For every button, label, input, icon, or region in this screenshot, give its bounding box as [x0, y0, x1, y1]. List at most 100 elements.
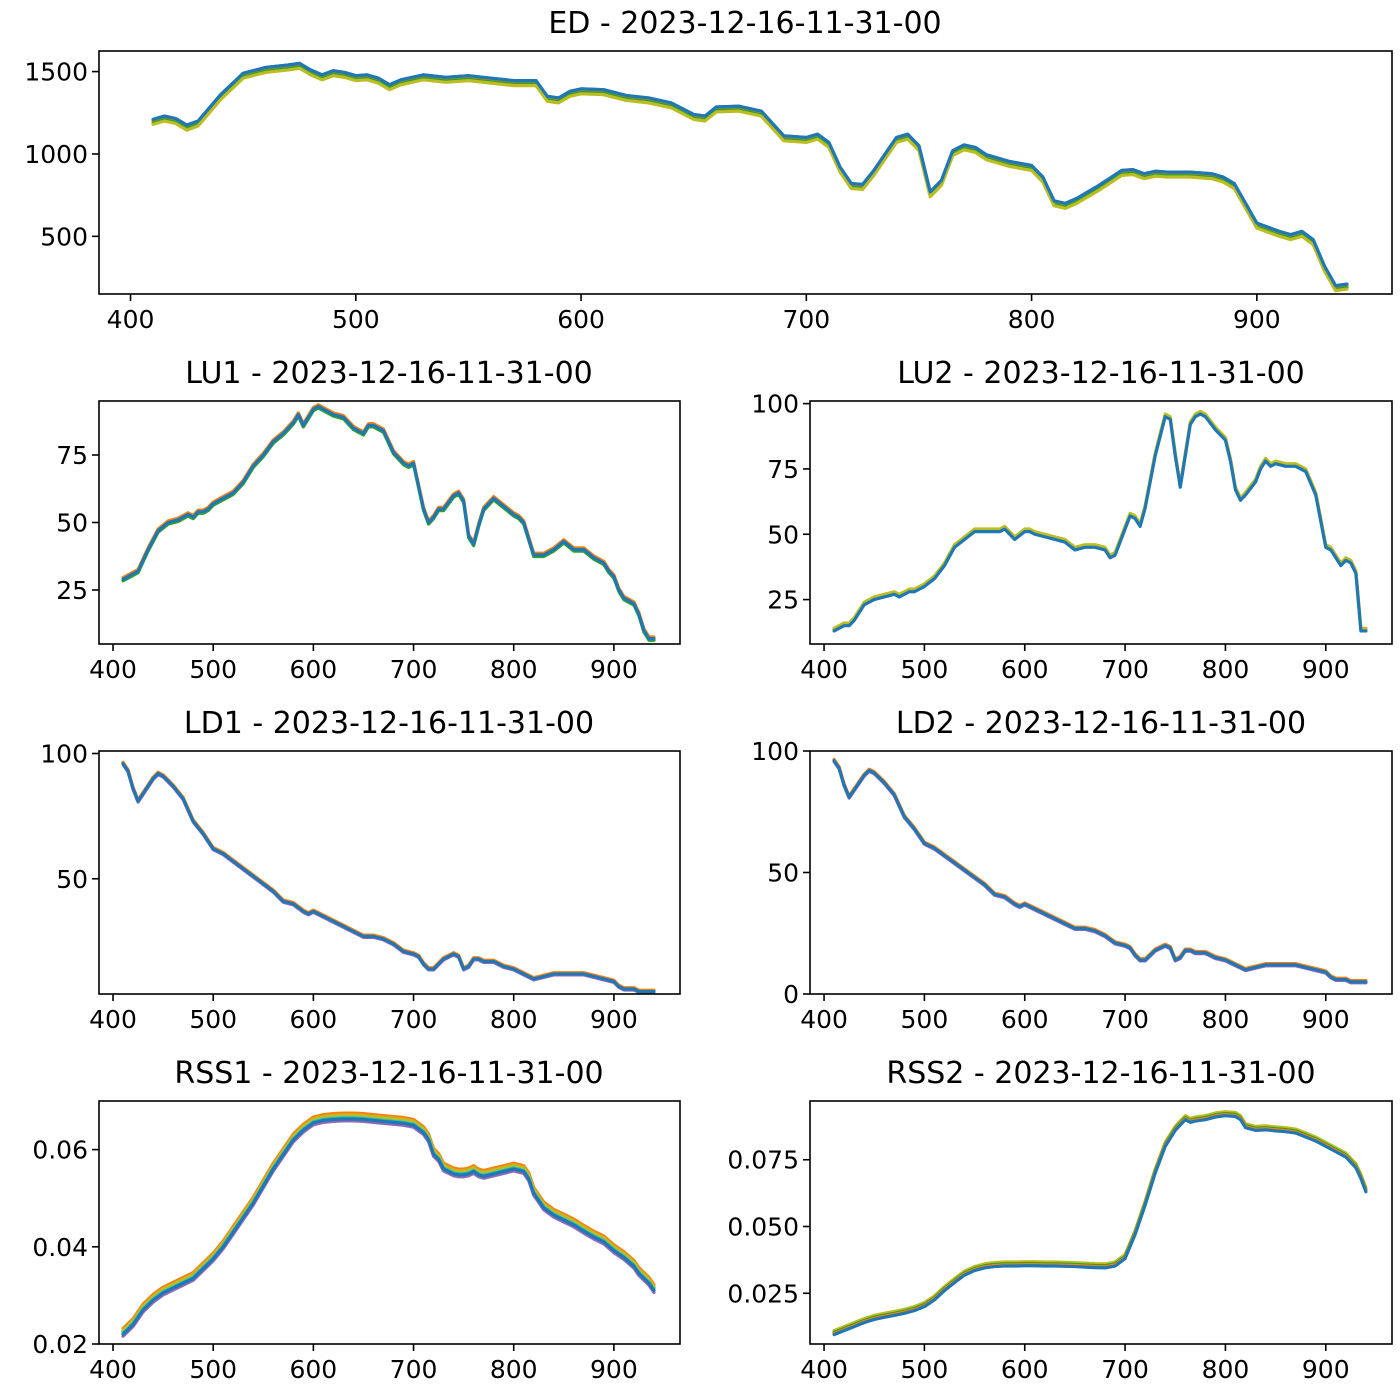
ed-ytick-label-1: 1000: [24, 140, 88, 169]
ld1-xtick-label-4: 800: [490, 1005, 538, 1034]
rss2-series-line-3: [832, 1114, 1368, 1337]
lu2-xtick-label-0: 400: [800, 655, 848, 684]
rss1-series-group: [121, 1111, 656, 1338]
rss2-xtick-label-2: 600: [1001, 1355, 1049, 1384]
rss2-axes-frame: [809, 1100, 1393, 1345]
lu1-xtick-label-0: 400: [89, 655, 137, 684]
ld2-xtick-label-5: 900: [1302, 1005, 1350, 1034]
lu2-series-line-2: [832, 412, 1368, 633]
rss1-xtick-label-2: 600: [290, 1355, 338, 1384]
lu2-series-line-1: [832, 409, 1368, 630]
panel-rss2: RSS2 - 2023-12-16-11-31-00 400 500 600 700 8…: [727, 1056, 1393, 1384]
ld2-xtick-label-1: 500: [901, 1005, 949, 1034]
ed-xtick-label-2: 600: [557, 305, 605, 334]
rss2-ytick-label-0: 0.025: [727, 1279, 799, 1308]
rss1-series-line-2: [121, 1113, 656, 1332]
panel-ld2: LD2 - 2023-12-16-11-31-00 400 500 600 700 80…: [751, 706, 1393, 1034]
ed-xtick-label-3: 700: [782, 305, 830, 334]
ld2-ytick-label-1: 50: [767, 859, 799, 888]
rss2-xtick-label-1: 500: [901, 1355, 949, 1384]
rss1-xtick-label-1: 500: [189, 1355, 237, 1384]
panel-ld1-title: LD1 - 2023-12-16-11-31-00: [184, 706, 594, 741]
ld2-xtick-label-3: 700: [1101, 1005, 1149, 1034]
lu2-ytick-label-3: 100: [751, 390, 799, 419]
lu2-xtick-label-2: 600: [1001, 655, 1049, 684]
rss1-axes-frame: [98, 1100, 681, 1345]
rss1-ytick-label-0: 0.02: [32, 1330, 88, 1359]
lu2-xtick-label-5: 900: [1302, 655, 1350, 684]
rss1-xtick-label-3: 700: [390, 1355, 438, 1384]
ld1-xtick-label-2: 600: [290, 1005, 338, 1034]
panel-lu1-title: LU1 - 2023-12-16-11-31-00: [185, 356, 593, 391]
rss2-xtick-label-5: 900: [1302, 1355, 1350, 1384]
ld1-series-line-2: [121, 761, 656, 994]
rss2-xtick-label-0: 400: [800, 1355, 848, 1384]
ed-ytick-label-0: 500: [40, 222, 88, 251]
lu2-ytick-label-1: 50: [767, 520, 799, 549]
ld1-xtick-label-5: 900: [590, 1005, 638, 1034]
ld2-xtick-label-2: 600: [1001, 1005, 1049, 1034]
ld2-xtick-label-4: 800: [1202, 1005, 1250, 1034]
panel-ld2-title: LD2 - 2023-12-16-11-31-00: [896, 706, 1306, 741]
lu1-xtick-label-2: 600: [290, 655, 338, 684]
lu1-ytick-label-0: 25: [56, 576, 88, 605]
ld1-xtick-label-1: 500: [189, 1005, 237, 1034]
lu1-xtick-label-3: 700: [390, 655, 438, 684]
lu1-xtick-label-1: 500: [189, 655, 237, 684]
ld1-axes-frame: [98, 750, 681, 995]
ed-xtick-label-4: 800: [1008, 305, 1056, 334]
ed-xtick-label-0: 400: [107, 305, 155, 334]
rss2-ytick-label-2: 0.075: [727, 1146, 799, 1175]
rss1-ytick-label-2: 0.06: [32, 1136, 88, 1165]
rss1-xtick-label-5: 900: [590, 1355, 638, 1384]
rss1-xtick-label-4: 800: [490, 1355, 538, 1384]
lu2-ytick-label-2: 75: [767, 455, 799, 484]
lu1-xtick-label-4: 800: [490, 655, 538, 684]
lu2-ytick-label-0: 25: [767, 586, 799, 615]
ld1-ytick-label-0: 50: [56, 865, 88, 894]
ld2-series-line-2: [832, 759, 1368, 984]
ed-axes-frame: [98, 50, 1393, 295]
ld2-xtick-label-0: 400: [800, 1005, 848, 1034]
ed-xtick-label-1: 500: [332, 305, 380, 334]
rss1-xtick-label-0: 400: [89, 1355, 137, 1384]
rss2-xtick-label-4: 800: [1202, 1355, 1250, 1384]
lu1-ytick-label-1: 50: [56, 509, 88, 538]
lu2-series-group: [832, 409, 1368, 633]
ld1-xtick-label-0: 400: [89, 1005, 137, 1034]
ld2-ytick-label-2: 100: [751, 737, 799, 766]
panel-lu2: LU2 - 2023-12-16-11-31-00 400 500 600 700 80…: [751, 356, 1393, 684]
panel-rss2-title: RSS2 - 2023-12-16-11-31-00: [886, 1056, 1315, 1091]
rss1-series-line-5: [121, 1117, 656, 1336]
ld2-series-group: [832, 757, 1368, 985]
lu2-axes-frame: [809, 400, 1393, 645]
panel-ed: ED - 2023-12-16-11-31-00 400 500 600 700 800…: [24, 6, 1393, 334]
lu1-series-group: [121, 403, 656, 642]
lu1-series-line-2: [121, 404, 656, 641]
panel-ld1: LD1 - 2023-12-16-11-31-00 400 500 600 700 80…: [40, 706, 681, 1034]
ld1-series-group: [121, 760, 656, 994]
panel-ed-title: ED - 2023-12-16-11-31-00: [548, 6, 941, 41]
lu2-xtick-label-4: 800: [1202, 655, 1250, 684]
panel-rss1: RSS1 - 2023-12-16-11-31-00 400 500 600 700 8…: [32, 1056, 681, 1384]
ed-series-group: [151, 61, 1349, 293]
rss2-ytick-label-1: 0.050: [727, 1213, 799, 1242]
rss2-xtick-label-3: 700: [1101, 1355, 1149, 1384]
panel-rss1-title: RSS1 - 2023-12-16-11-31-00: [174, 1056, 603, 1091]
panel-lu2-title: LU2 - 2023-12-16-11-31-00: [897, 356, 1305, 391]
ld1-xtick-label-3: 700: [390, 1005, 438, 1034]
panel-lu1: LU1 - 2023-12-16-11-31-00 400 500 600 700 80…: [56, 356, 681, 684]
ld1-ytick-label-1: 100: [40, 740, 88, 769]
lu1-ytick-label-2: 75: [56, 441, 88, 470]
ed-series-line-4: [151, 61, 1349, 288]
lu1-xtick-label-5: 900: [590, 655, 638, 684]
ed-ytick-label-2: 1500: [24, 58, 88, 87]
lu2-xtick-label-3: 700: [1101, 655, 1149, 684]
ed-series-line-3: [151, 66, 1349, 293]
rss1-ytick-label-1: 0.04: [32, 1233, 88, 1262]
ed-xtick-label-5: 900: [1233, 305, 1281, 334]
rss2-series-group: [832, 1110, 1368, 1337]
ld2-ytick-label-0: 0: [783, 980, 799, 1009]
